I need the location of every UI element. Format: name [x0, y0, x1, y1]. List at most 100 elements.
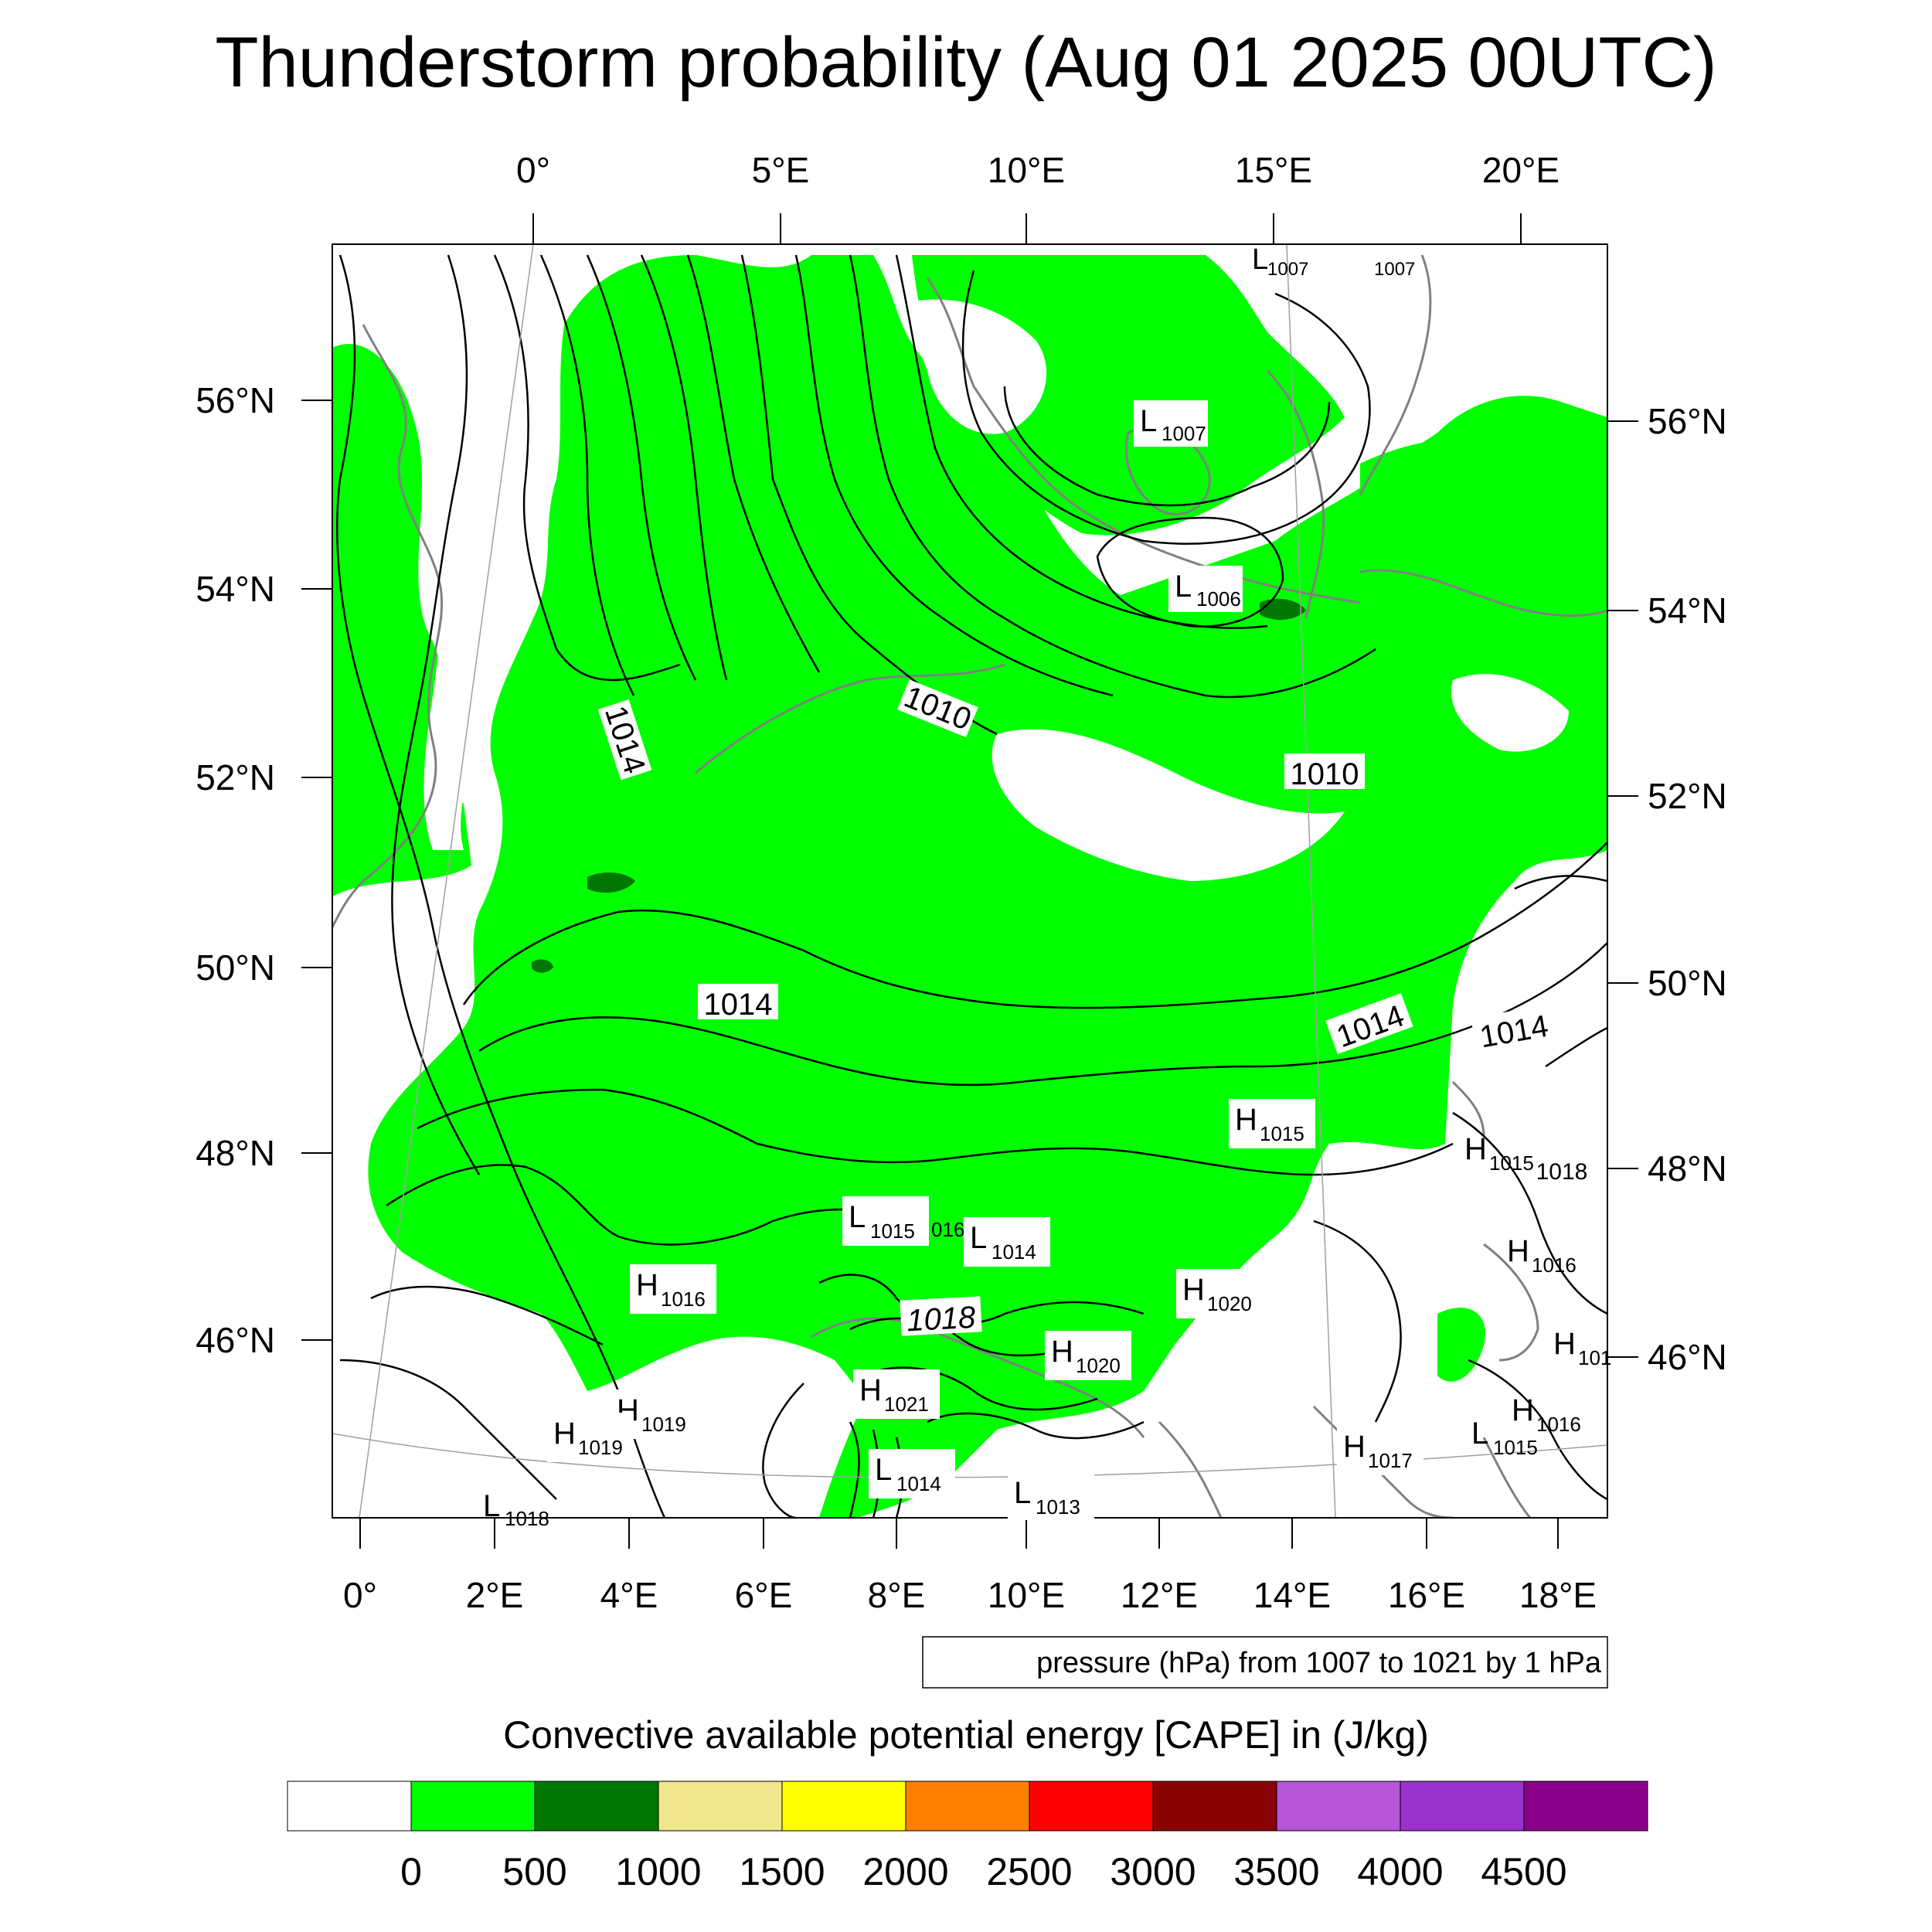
colorbar-tick-label: 3500 — [1233, 1850, 1319, 1893]
svg-text:H: H — [859, 1373, 882, 1407]
svg-text:1019: 1019 — [578, 1436, 623, 1459]
pressure-center: H 1016 — [1507, 1234, 1577, 1277]
top-longitude-labels: 0° 5°E 10°E 15°E 20°E — [516, 150, 1560, 190]
lat-label: 54°N — [1648, 590, 1727, 631]
lon-label: 20°E — [1482, 150, 1560, 190]
lat-label: 48°N — [196, 1133, 275, 1173]
svg-text:H: H — [1343, 1430, 1366, 1464]
pressure-center: H 1021 — [853, 1369, 940, 1419]
svg-text:1016: 1016 — [661, 1287, 706, 1311]
lon-label: 2°E — [466, 1575, 524, 1615]
svg-text:1020: 1020 — [1207, 1292, 1252, 1315]
lon-label: 15°E — [1235, 150, 1312, 190]
coastlines — [332, 254, 1607, 1518]
svg-text:1015: 1015 — [1493, 1436, 1538, 1459]
lon-label: 10°E — [988, 1575, 1065, 1615]
isobars — [336, 254, 1607, 1518]
lat-label: 52°N — [196, 757, 275, 798]
colorbar-tick-labels: 0 500 1000 1500 2000 2500 3000 3500 4000 4500 — [400, 1850, 1567, 1893]
pressure-center: 1007 — [1374, 259, 1415, 280]
lat-label: 46°N — [196, 1320, 275, 1360]
extra-contour-label: 016 — [931, 1218, 964, 1241]
lat-label: 54°N — [196, 569, 275, 609]
svg-text:1015: 1015 — [870, 1219, 915, 1243]
cape-region-east — [1360, 433, 1607, 850]
pressure-note: pressure (hPa) from 1007 to 1021 by 1 hP… — [922, 1636, 1608, 1689]
svg-text:H: H — [1507, 1234, 1529, 1268]
svg-text:1014: 1014 — [896, 1472, 941, 1495]
lat-label: 50°N — [1648, 963, 1727, 1003]
map-panel: 1014 1010 1010 1014 1014 1014 — [301, 213, 1638, 1549]
colorbar-tick-label: 0 — [400, 1850, 422, 1893]
pressure-center: H 1020 — [1176, 1269, 1263, 1318]
colorbar-cell — [287, 1781, 412, 1832]
colorbar-tick-label: 4500 — [1481, 1850, 1566, 1893]
colorbar-cell — [1276, 1781, 1401, 1832]
svg-text:1016: 1016 — [1532, 1253, 1577, 1277]
svg-text:101: 101 — [1578, 1346, 1611, 1369]
bottom-longitude-labels: 0° 2°E 4°E 6°E 8°E 10°E 12°E 14°E 16°E 1… — [343, 1575, 1597, 1615]
svg-text:H: H — [1235, 1103, 1257, 1137]
lon-label: 16°E — [1388, 1575, 1465, 1615]
svg-text:1015: 1015 — [1489, 1151, 1534, 1175]
svg-text:L: L — [1471, 1417, 1488, 1451]
colorbar-tick-label: 1000 — [615, 1850, 701, 1893]
cape-patch-dark-1 — [587, 872, 635, 893]
svg-text:H: H — [1553, 1327, 1576, 1361]
pressure-center: L 1014 — [964, 1217, 1050, 1267]
cape-region-main — [368, 255, 1607, 1518]
pressure-center: H 1016 — [630, 1264, 716, 1314]
left-latitude-labels: 56°N 54°N 52°N 50°N 48°N 46°N — [196, 380, 275, 1360]
svg-text:L: L — [1252, 243, 1268, 276]
pressure-center: H 1020 — [1045, 1331, 1131, 1380]
svg-text:L: L — [875, 1453, 892, 1487]
lat-label: 50°N — [196, 947, 275, 988]
figure-title: Thunderstorm probability (Aug 01 2025 00… — [215, 23, 1716, 102]
colorbar-cell — [1029, 1781, 1154, 1832]
colorbar-tick-label: 2000 — [862, 1850, 948, 1893]
svg-text:H: H — [1464, 1132, 1487, 1166]
svg-text:1016: 1016 — [1536, 1413, 1581, 1436]
pressure-centers: L 1007 1007 L 1007 L 1006 H 1015 — [483, 243, 1611, 1530]
pressure-center: L 1013 — [1008, 1472, 1094, 1520]
pressure-note-text: pressure (hPa) from 1007 to 1021 by 1 hP… — [1036, 1647, 1602, 1679]
lat-label: 56°N — [1648, 401, 1727, 441]
pressure-center: L 1018 — [483, 1489, 549, 1530]
cape-region-north — [912, 255, 1345, 536]
lon-label: 12°E — [1121, 1575, 1198, 1615]
isobar-label: 1018 — [906, 1301, 977, 1338]
cape-gap-west-channel — [423, 325, 556, 850]
colorbar-cell — [410, 1781, 536, 1832]
svg-text:1021: 1021 — [884, 1393, 929, 1416]
lat-label: 52°N — [1648, 776, 1727, 816]
lon-label: 18°E — [1519, 1575, 1597, 1615]
colorbar-tick-label: 4000 — [1357, 1850, 1443, 1893]
svg-text:1017: 1017 — [1368, 1449, 1413, 1472]
isobar-label: 1018 — [1536, 1159, 1588, 1185]
lon-label: 8°E — [868, 1575, 926, 1615]
pressure-center: H 1017 — [1337, 1426, 1423, 1475]
svg-text:L: L — [483, 1489, 500, 1523]
svg-text:1019: 1019 — [641, 1413, 686, 1436]
colorbar-cell — [905, 1781, 1030, 1832]
colorbar: Convective available potential energy [C… — [287, 1713, 1648, 1893]
lon-label: 14°E — [1253, 1575, 1331, 1615]
isobar-labels: 1014 1010 1010 1014 1014 1014 — [597, 679, 1588, 1338]
svg-text:H: H — [1512, 1393, 1534, 1427]
svg-text:1007: 1007 — [1374, 259, 1415, 280]
lon-label: 10°E — [988, 150, 1065, 190]
cape-gap-band — [992, 729, 1345, 881]
pressure-center: H 101 — [1553, 1327, 1611, 1369]
colorbar-cell — [1523, 1781, 1648, 1832]
pressure-center: H 1019 — [547, 1413, 634, 1462]
colorbar-cell — [781, 1781, 906, 1832]
isobar-label: 1010 — [1291, 757, 1359, 791]
lon-label: 5°E — [752, 150, 810, 190]
svg-text:1018: 1018 — [505, 1507, 549, 1530]
svg-text:H: H — [636, 1268, 658, 1302]
lat-label: 48°N — [1648, 1148, 1727, 1189]
colorbar-tick-label: 1500 — [739, 1850, 825, 1893]
pressure-center: H 1015 — [1229, 1099, 1315, 1148]
pressure-center: L 1007 — [1252, 243, 1308, 280]
